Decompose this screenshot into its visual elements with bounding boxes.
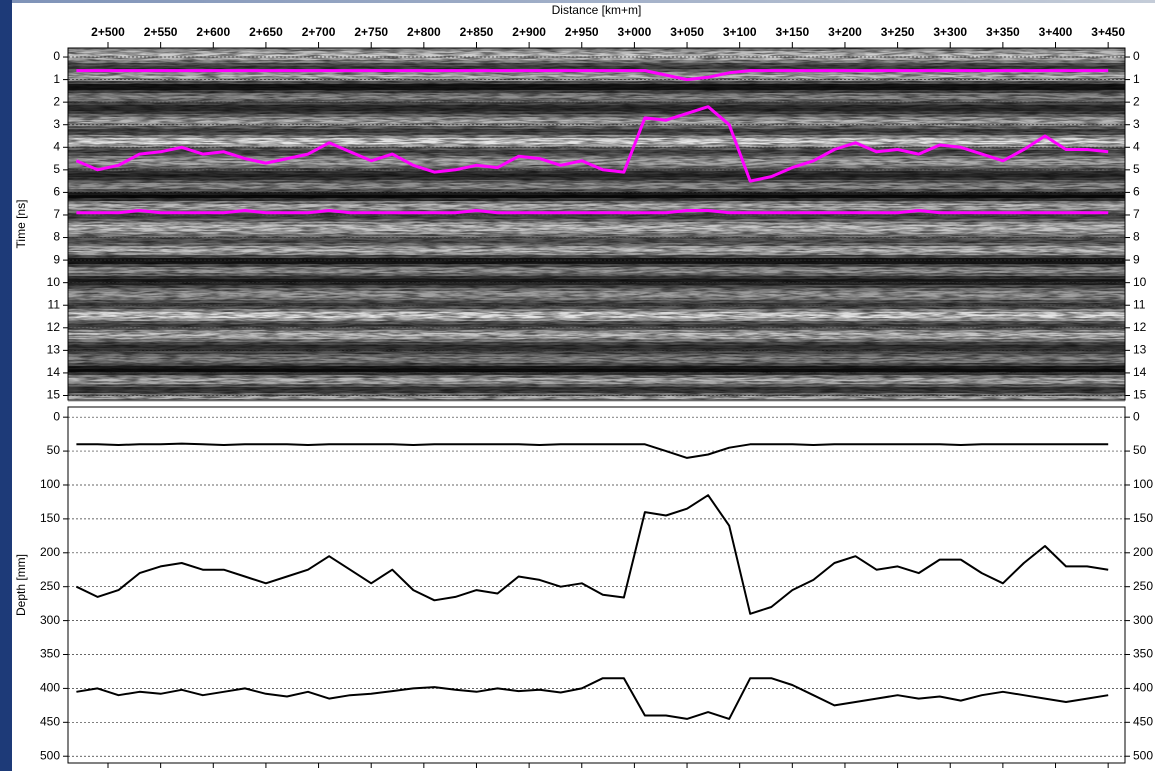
y-axis-label: Time [ns] bbox=[14, 200, 28, 249]
y-tick-label: 3 bbox=[53, 117, 60, 131]
y-tick-label-right: 1 bbox=[1133, 72, 1140, 86]
y-tick-label: 450 bbox=[40, 714, 60, 728]
x-tick-label: 3+450 bbox=[1091, 25, 1125, 39]
plot-background bbox=[68, 407, 1125, 763]
y-tick-label: 2 bbox=[53, 94, 60, 108]
x-tick-label: 2+650 bbox=[249, 25, 283, 39]
y-tick-label-right: 0 bbox=[1133, 49, 1140, 63]
x-tick-label: 3+050 bbox=[670, 25, 704, 39]
x-axis-label: Distance [km+m] bbox=[552, 3, 642, 17]
y-tick-label-right: 250 bbox=[1133, 579, 1153, 593]
y-tick-label: 15 bbox=[47, 388, 61, 402]
y-tick-label: 500 bbox=[40, 748, 60, 762]
x-tick-label: 3+300 bbox=[933, 25, 967, 39]
y-tick-label-right: 350 bbox=[1133, 647, 1153, 661]
y-tick-label: 13 bbox=[47, 343, 61, 357]
y-tick-label-right: 500 bbox=[1133, 748, 1153, 762]
y-tick-label-right: 400 bbox=[1133, 681, 1153, 695]
y-tick-label: 50 bbox=[47, 443, 61, 457]
x-tick-label: 3+250 bbox=[881, 25, 915, 39]
y-tick-label-right: 6 bbox=[1133, 185, 1140, 199]
x-tick-label: 2+850 bbox=[460, 25, 494, 39]
y-tick-label-right: 200 bbox=[1133, 545, 1153, 559]
y-tick-label: 150 bbox=[40, 511, 60, 525]
y-tick-label-right: 150 bbox=[1133, 511, 1153, 525]
y-tick-label-right: 450 bbox=[1133, 714, 1153, 728]
y-tick-label: 14 bbox=[47, 365, 61, 379]
y-tick-label-right: 11 bbox=[1133, 297, 1146, 311]
y-tick-label-right: 8 bbox=[1133, 230, 1140, 244]
y-tick-label: 10 bbox=[47, 275, 61, 289]
y-tick-label-right: 14 bbox=[1133, 365, 1147, 379]
x-tick-label: 3+350 bbox=[986, 25, 1020, 39]
y-tick-label: 300 bbox=[40, 613, 60, 627]
y-tick-label: 350 bbox=[40, 647, 60, 661]
y-tick-label: 9 bbox=[53, 252, 60, 266]
y-axis-label: Depth [mm] bbox=[14, 554, 28, 616]
x-tick-label: 2+900 bbox=[512, 25, 546, 39]
y-tick-label: 100 bbox=[40, 477, 60, 491]
y-tick-label-right: 300 bbox=[1133, 613, 1153, 627]
y-tick-label: 250 bbox=[40, 579, 60, 593]
y-tick-label: 4 bbox=[53, 139, 60, 153]
y-tick-label: 0 bbox=[53, 409, 60, 423]
y-tick-label-right: 5 bbox=[1133, 162, 1140, 176]
y-tick-label-right: 3 bbox=[1133, 117, 1140, 131]
y-tick-label: 200 bbox=[40, 545, 60, 559]
x-tick-label: 2+550 bbox=[144, 25, 178, 39]
y-tick-label: 7 bbox=[53, 207, 60, 221]
radargram-noise bbox=[68, 48, 1125, 400]
chart: 0011223344556677889910101111121213131414… bbox=[0, 0, 1155, 771]
y-tick-label-right: 100 bbox=[1133, 477, 1153, 491]
y-tick-label-right: 2 bbox=[1133, 94, 1140, 108]
x-tick-label: 3+400 bbox=[1039, 25, 1073, 39]
x-tick-label: 3+200 bbox=[828, 25, 862, 39]
x-tick-label: 2+950 bbox=[565, 25, 599, 39]
y-tick-label-right: 13 bbox=[1133, 343, 1147, 357]
y-tick-label-right: 15 bbox=[1133, 388, 1147, 402]
y-tick-label-right: 12 bbox=[1133, 320, 1147, 334]
y-tick-label-right: 4 bbox=[1133, 139, 1140, 153]
x-tick-label: 2+700 bbox=[302, 25, 336, 39]
y-tick-label: 12 bbox=[47, 320, 61, 334]
y-tick-label: 8 bbox=[53, 230, 60, 244]
x-tick-label: 2+600 bbox=[196, 25, 230, 39]
y-tick-label: 0 bbox=[53, 49, 60, 63]
y-tick-label-right: 50 bbox=[1133, 443, 1147, 457]
x-tick-label: 3+150 bbox=[775, 25, 809, 39]
y-tick-label: 400 bbox=[40, 681, 60, 695]
x-tick-label: 2+750 bbox=[354, 25, 388, 39]
y-tick-label-right: 0 bbox=[1133, 409, 1140, 423]
y-tick-label: 6 bbox=[53, 185, 60, 199]
x-tick-label: 2+500 bbox=[91, 25, 125, 39]
y-tick-label-right: 9 bbox=[1133, 252, 1140, 266]
y-tick-label: 1 bbox=[53, 72, 60, 86]
y-tick-label-right: 10 bbox=[1133, 275, 1147, 289]
x-tick-label: 3+100 bbox=[723, 25, 757, 39]
y-tick-label: 11 bbox=[48, 297, 61, 311]
y-tick-label-right: 7 bbox=[1133, 207, 1140, 221]
page: 0011223344556677889910101111121213131414… bbox=[0, 0, 1155, 771]
x-tick-label: 3+000 bbox=[618, 25, 652, 39]
y-tick-label: 5 bbox=[53, 162, 60, 176]
x-tick-label: 2+800 bbox=[407, 25, 441, 39]
